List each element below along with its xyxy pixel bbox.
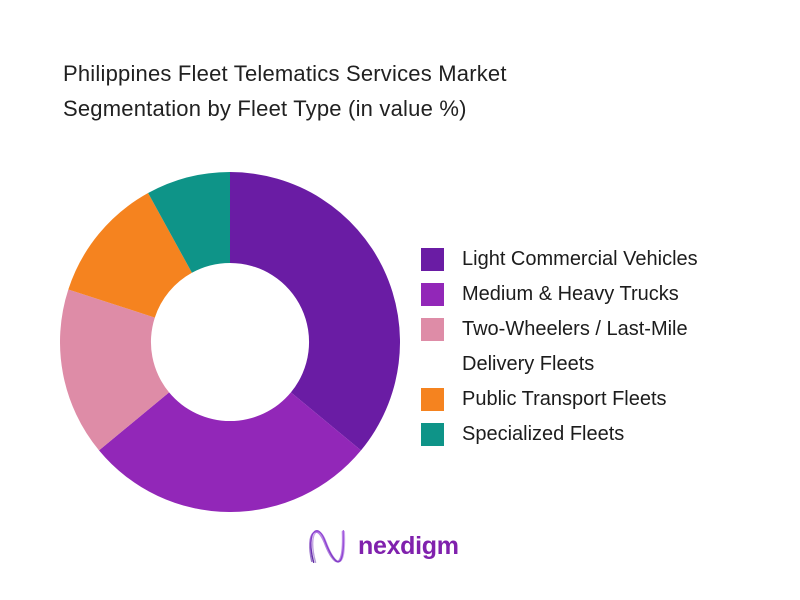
brand-name: nexdigm — [358, 531, 459, 560]
legend: Light Commercial Vehicles Medium & Heavy… — [421, 242, 766, 452]
legend-item-light-commercial-vehicles: Light Commercial Vehicles — [421, 242, 766, 277]
legend-swatch-icon — [421, 248, 444, 271]
donut-slice-2 — [60, 289, 170, 451]
nexdigm-logo-icon — [309, 529, 346, 564]
donut-chart-area — [60, 172, 401, 513]
legend-item-medium-heavy-trucks: Medium & Heavy Trucks — [421, 277, 766, 312]
legend-label: Public Transport Fleets — [462, 388, 667, 410]
legend-label: Medium & Heavy Trucks — [462, 283, 679, 305]
legend-label: Two-Wheelers / Last-Mile Delivery Fleets — [462, 318, 688, 375]
brand-footer: nexdigm — [305, 523, 459, 569]
legend-item-two-wheelers-last-mile: Two-Wheelers / Last-Mile Delivery Fleets — [421, 312, 766, 382]
legend-item-specialized-fleets: Specialized Fleets — [421, 417, 766, 452]
donut-slice-0 — [230, 172, 401, 451]
legend-swatch-icon — [421, 423, 444, 446]
legend-swatch-icon — [421, 283, 444, 306]
legend-label: Specialized Fleets — [462, 423, 625, 445]
donut-slice-4 — [148, 172, 230, 273]
donut-chart — [60, 172, 401, 513]
donut-slice-1 — [99, 392, 361, 513]
legend-label: Light Commercial Vehicles — [462, 248, 698, 270]
legend-swatch-icon — [421, 318, 444, 341]
chart-title: Philippines Fleet Telematics Services Ma… — [63, 61, 507, 121]
donut-slice-3 — [68, 193, 192, 318]
legend-swatch-icon — [421, 388, 444, 411]
legend-item-public-transport-fleets: Public Transport Fleets — [421, 382, 766, 417]
